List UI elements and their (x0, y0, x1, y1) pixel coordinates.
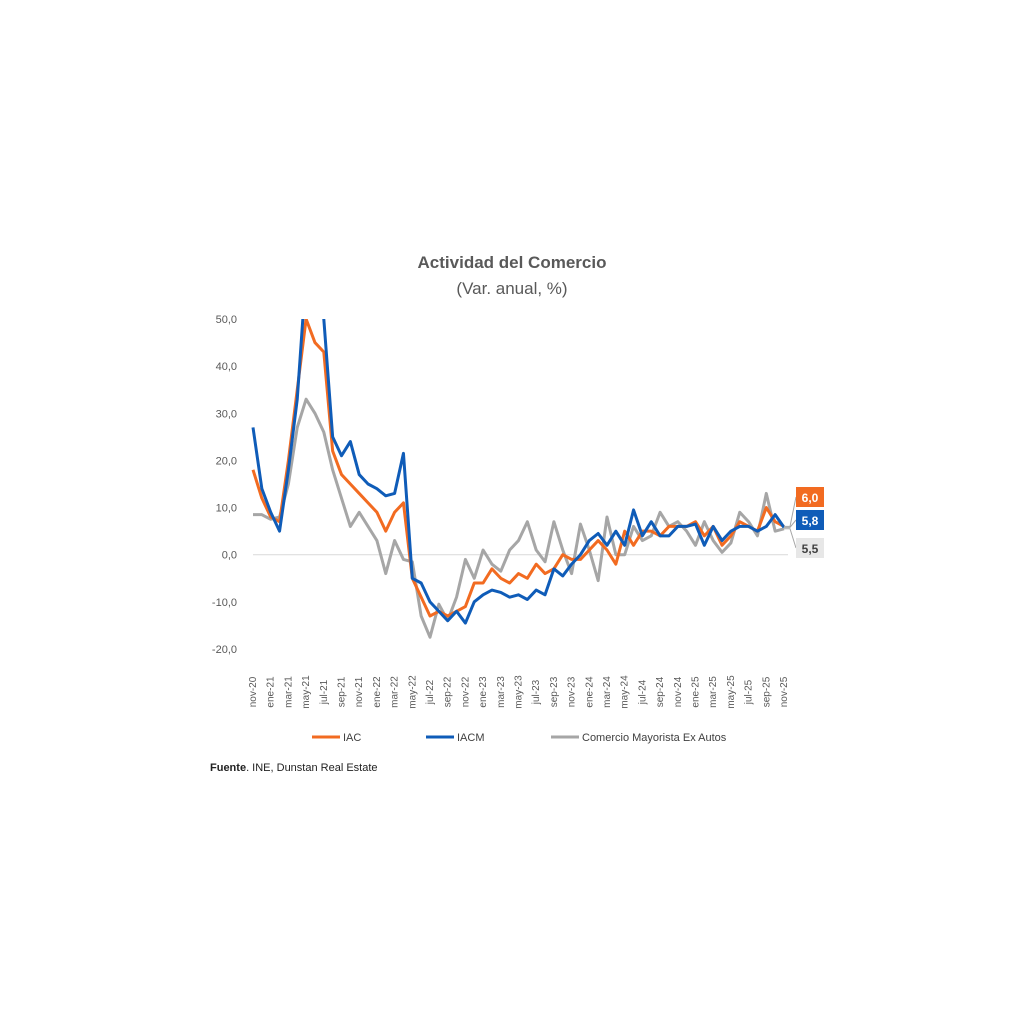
x-tick-label: mar-25 (708, 676, 719, 708)
x-tick-label: mar-21 (283, 676, 294, 708)
x-tick-label: sep-23 (549, 676, 560, 707)
legend-label: Comercio Mayorista Ex Autos (582, 732, 727, 744)
x-tick-label: mar-23 (496, 676, 507, 708)
x-tick-label: nov-25 (779, 676, 790, 707)
x-tick-label: jul-25 (744, 679, 755, 705)
x-tick-label: nov-20 (248, 676, 259, 707)
x-tick-label: jul-23 (531, 679, 542, 705)
end-label: 5,5 (802, 542, 819, 556)
x-tick-label: ene-23 (478, 676, 489, 708)
x-tick-label: sep-24 (655, 676, 666, 707)
y-tick-label: 30,0 (216, 408, 237, 420)
chart-title: Actividad del Comercio (417, 253, 607, 272)
x-tick-label: jul-21 (319, 679, 330, 705)
end-label: 5,8 (802, 514, 819, 528)
x-tick-label: ene-21 (266, 676, 277, 708)
x-tick-label: may-22 (407, 675, 418, 709)
end-label-box (796, 538, 824, 558)
x-tick-label: sep-22 (443, 676, 454, 707)
chart-subtitle: (Var. anual, %) (456, 279, 568, 298)
x-tick-label: may-25 (726, 675, 737, 709)
y-tick-label: -20,0 (212, 644, 237, 656)
source-text: . INE, Dunstan Real Estate (246, 762, 378, 774)
x-tick-label: may-23 (514, 675, 525, 709)
end-label-box (796, 510, 824, 530)
x-tick-label: nov-24 (673, 676, 684, 707)
x-tick-label: jul-24 (637, 679, 648, 705)
x-tick-label: jul-22 (425, 679, 436, 705)
x-tick-label: mar-24 (602, 676, 613, 708)
legend-label: IACM (457, 732, 485, 744)
y-tick-label: 40,0 (216, 361, 237, 373)
x-tick-label: nov-23 (567, 676, 578, 707)
x-tick-label: sep-21 (337, 676, 348, 707)
x-tick-label: may-21 (301, 675, 312, 709)
y-tick-label: 10,0 (216, 503, 237, 515)
end-label: 6,0 (802, 491, 819, 505)
y-tick-label: 20,0 (216, 455, 237, 467)
series-line-iac (251, 319, 785, 618)
x-tick-label: sep-25 (761, 676, 772, 707)
end-label-box (796, 487, 824, 507)
x-tick-label: ene-22 (372, 676, 383, 708)
y-tick-label: 50,0 (216, 314, 237, 326)
end-label-leader (784, 519, 797, 528)
y-tick-label: 0,0 (222, 550, 237, 562)
x-tick-label: ene-24 (584, 676, 595, 708)
end-label-leader (784, 528, 797, 549)
x-tick-label: ene-25 (691, 676, 702, 708)
x-tick-label: may-24 (620, 675, 631, 709)
x-tick-label: mar-22 (390, 676, 401, 708)
end-label-leader (784, 496, 797, 527)
x-tick-label: nov-21 (354, 676, 365, 707)
source-label: Fuente (210, 762, 247, 774)
series-line-iacm (251, 319, 786, 625)
y-tick-label: -10,0 (212, 597, 237, 609)
source-note: Fuente. INE, Dunstan Real Estate (210, 762, 378, 774)
series-line-comercio-mayorista-ex-autos (253, 397, 785, 639)
legend-label: IAC (343, 732, 361, 744)
x-tick-label: nov-22 (460, 676, 471, 707)
